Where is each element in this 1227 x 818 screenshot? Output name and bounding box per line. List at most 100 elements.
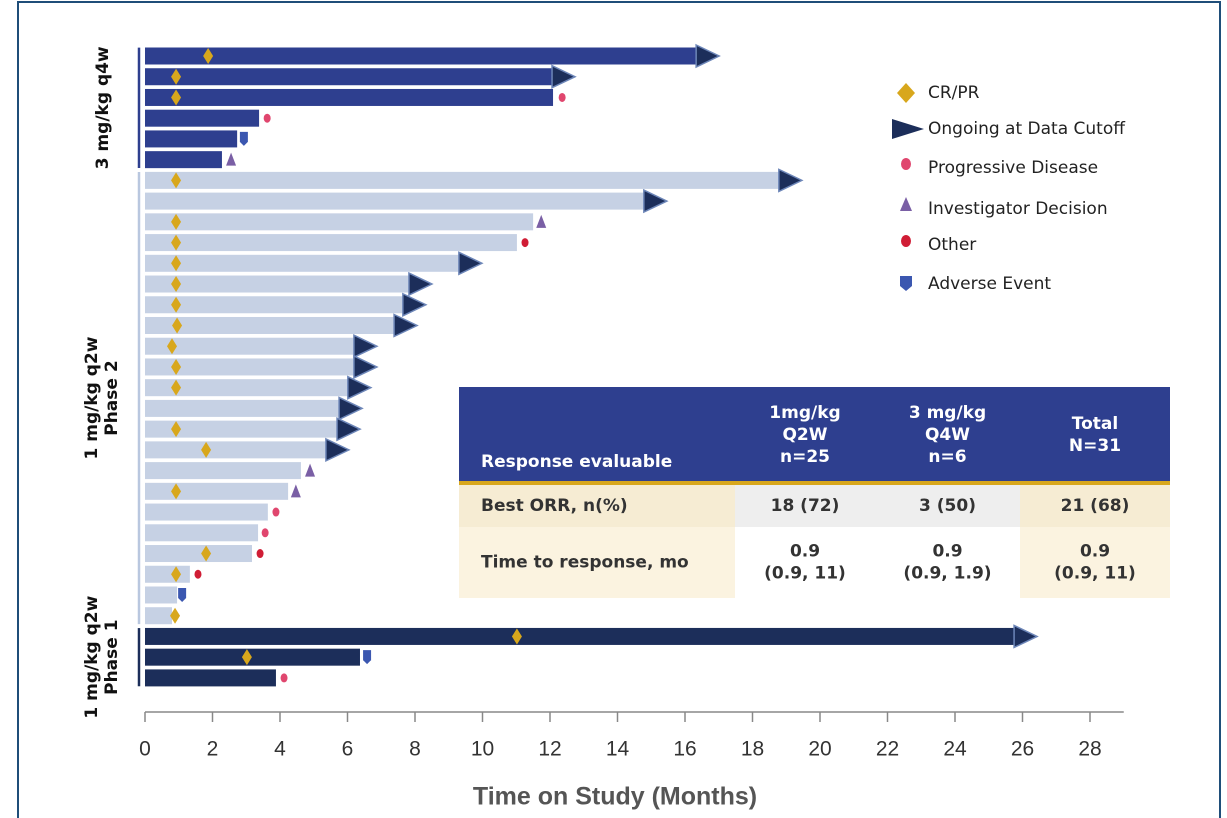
event-marker <box>194 569 202 579</box>
bar <box>145 648 360 666</box>
response-marker <box>167 338 177 355</box>
legend-label: Adverse Event <box>928 274 1051 294</box>
response-marker <box>241 649 252 666</box>
legend-label: CR/PR <box>928 83 980 103</box>
table-cell: (0.9, 11) <box>1054 564 1136 584</box>
response-marker <box>171 421 182 438</box>
bar <box>145 275 410 293</box>
bar <box>145 151 222 169</box>
ongoing-arrow <box>347 375 373 400</box>
x-axis-label: Time on Study (Months) <box>473 783 757 811</box>
table-cell-bg <box>459 527 735 598</box>
table-cell-bg <box>1020 527 1170 598</box>
table-cell: (0.9, 1.9) <box>903 564 991 584</box>
group-label-line: Phase 1 <box>102 619 122 694</box>
table-header-cell: 3 mg/kg <box>909 403 986 423</box>
legend-marker <box>901 158 911 170</box>
group-label-line: 3 mg/kg q4w <box>93 46 113 169</box>
response-marker <box>172 317 183 334</box>
ongoing-arrow <box>353 334 379 359</box>
table-header-cell: Q2W <box>782 425 827 445</box>
x-tick-label: 28 <box>1078 738 1101 761</box>
x-tick-label: 22 <box>876 738 899 761</box>
table-header-cell: n=25 <box>780 447 830 467</box>
response-marker <box>201 441 212 458</box>
event-marker <box>178 587 187 602</box>
x-tick-label: 24 <box>943 738 967 761</box>
ongoing-arrow <box>353 354 379 380</box>
ongoing-arrow <box>402 292 428 317</box>
x-tick-label: 2 <box>207 738 219 761</box>
bar <box>145 545 252 563</box>
x-tick-label: 8 <box>409 738 421 761</box>
event-marker <box>558 92 566 102</box>
bar <box>145 316 396 334</box>
x-tick-label: 0 <box>139 738 151 761</box>
table-cell: (0.9, 11) <box>764 564 846 584</box>
x-tick-label: 26 <box>1011 738 1034 761</box>
table-header-cell: N=31 <box>1069 436 1121 456</box>
table-cell-bg <box>735 527 875 598</box>
bar <box>145 88 554 106</box>
event-marker <box>536 214 547 228</box>
ongoing-arrow <box>643 188 669 214</box>
table-cell-bg <box>1020 485 1170 527</box>
table-cell-bg <box>459 485 735 527</box>
table-cell: 18 (72) <box>771 496 840 516</box>
event-marker <box>226 152 237 166</box>
bar <box>145 503 268 521</box>
bar <box>145 441 327 459</box>
bar <box>145 130 238 148</box>
bar <box>145 669 276 687</box>
event-marker <box>363 650 372 665</box>
table-cell-bg <box>875 485 1020 527</box>
bar <box>145 254 460 272</box>
ongoing-arrow <box>551 64 577 89</box>
response-marker <box>203 48 214 64</box>
table-cell: 0.9 <box>790 542 820 562</box>
table-cell-bg <box>735 485 875 527</box>
bar <box>145 524 259 542</box>
legend-marker <box>892 119 924 139</box>
table-cell: 21 (68) <box>1061 496 1130 516</box>
legend-label: Progressive Disease <box>928 158 1098 178</box>
legend-label: Ongoing at Data Cutoff <box>928 119 1126 139</box>
table-cell: 0.9 <box>1080 542 1110 562</box>
ongoing-arrow <box>695 43 721 69</box>
legend-label: Other <box>928 235 976 255</box>
table-header-cell: 1mg/kg <box>769 403 840 423</box>
bar <box>145 607 172 625</box>
x-tick-label: 18 <box>741 738 764 761</box>
bar <box>145 192 645 210</box>
table-header-cell: Response evaluable <box>481 452 672 472</box>
group-label: 1 mg/kg q2wPhase 1 <box>82 595 122 718</box>
response-marker <box>171 89 182 106</box>
event-marker <box>272 507 280 517</box>
bar <box>145 358 355 376</box>
ongoing-arrow <box>1013 624 1039 649</box>
response-marker <box>171 358 182 375</box>
group-label-line: Phase 2 <box>102 360 122 435</box>
group-label: 3 mg/kg q4w <box>93 46 113 169</box>
legend-label: Investigator Decision <box>928 199 1108 219</box>
x-tick-label: 6 <box>342 738 354 761</box>
response-marker <box>171 234 182 251</box>
bar <box>145 420 339 438</box>
table-header-cell: n=6 <box>928 447 966 467</box>
bar <box>145 627 1016 645</box>
ongoing-arrow <box>336 416 362 442</box>
x-tick-label: 10 <box>471 738 494 761</box>
x-tick-label: 16 <box>673 738 696 761</box>
bar <box>145 482 289 500</box>
response-marker <box>171 379 182 396</box>
bar <box>145 337 355 355</box>
event-marker <box>256 549 264 559</box>
table-cell: Time to response, mo <box>481 553 689 573</box>
table-cell: 3 (50) <box>919 496 976 516</box>
table-header-cell: Q4W <box>925 425 970 445</box>
legend-marker <box>900 197 912 211</box>
response-marker <box>171 566 182 583</box>
bar <box>145 296 404 314</box>
group-label-line: 1 mg/kg q2w <box>82 336 102 459</box>
bar <box>145 171 780 189</box>
